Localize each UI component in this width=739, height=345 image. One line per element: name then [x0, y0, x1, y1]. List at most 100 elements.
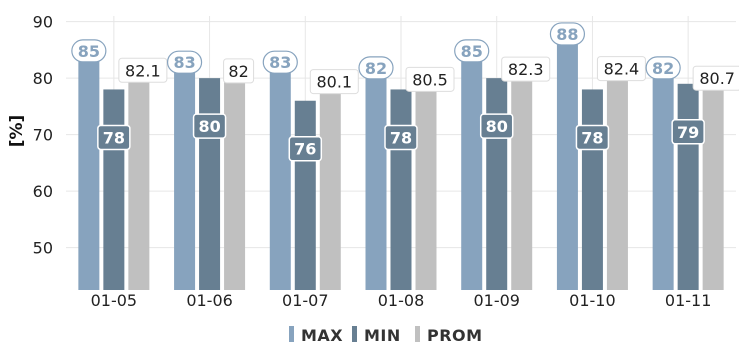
bar-max-01-06	[174, 61, 196, 290]
data-label-text: 82	[652, 59, 674, 78]
y-tick-label: 50	[33, 239, 53, 258]
y-axis: 50 60 70 80 90	[33, 13, 53, 258]
data-label-box	[671, 119, 705, 145]
data-label-text: 85	[78, 42, 100, 61]
data-label-box	[645, 56, 681, 80]
legend-label: PROM	[427, 326, 483, 345]
legend-item-max: MAX	[289, 326, 343, 345]
bar-prom-01-05	[128, 66, 150, 290]
x-tick-label: 01-11	[665, 291, 712, 310]
data-label-text: 83	[269, 53, 291, 72]
legend-swatch	[352, 326, 357, 342]
x-axis: 01-05 01-06 01-07 01-08 01-09 01-10 01-11	[91, 291, 712, 310]
data-label-max: 85	[71, 39, 107, 63]
data-label-box	[262, 50, 298, 74]
x-tick-label: 01-07	[282, 291, 329, 310]
bar-min-01-08	[390, 89, 412, 290]
bar-max-01-10	[556, 32, 578, 290]
data-label-box	[223, 58, 255, 84]
data-label-text: 80.1	[316, 73, 352, 92]
data-label-max: 83	[262, 50, 298, 74]
legend-swatch	[415, 326, 420, 342]
y-axis-title: [%]	[7, 115, 27, 148]
data-label-box	[358, 56, 394, 80]
data-label-box	[692, 65, 739, 91]
data-label-prom: 82	[223, 58, 255, 84]
data-label-box	[384, 124, 418, 151]
data-label-text: 78	[581, 128, 603, 147]
bar-min-01-06	[199, 78, 221, 290]
data-label-min: 79	[671, 119, 705, 145]
bar-max-01-05	[78, 49, 100, 290]
data-label-box	[118, 57, 168, 83]
bar-prom-01-08	[415, 75, 437, 291]
bar-min-01-05	[103, 89, 125, 290]
data-label-box	[479, 113, 514, 139]
legend-label: MIN	[364, 326, 401, 345]
data-label-max: 88	[549, 22, 586, 46]
x-tick-label: 01-10	[569, 291, 616, 310]
data-label-max: 82	[358, 56, 394, 80]
data-label-text: 82	[228, 62, 248, 81]
data-labels: 85 78 82.1 83 80 82 83 76 80.1 82 78 80.5 85 80 82.3 88…	[71, 22, 739, 162]
data-label-box	[192, 113, 227, 139]
data-label-max: 83	[166, 50, 203, 74]
data-label-text: 88	[556, 25, 578, 44]
data-label-min: 78	[384, 124, 418, 151]
bar-min-01-09	[486, 78, 508, 290]
bar-min-01-07	[294, 100, 316, 290]
y-tick-label: 60	[33, 182, 53, 201]
data-label-text: 82.4	[604, 60, 640, 79]
data-label-box	[596, 56, 646, 82]
bar-prom-01-06	[224, 66, 246, 290]
data-label-text: 82.1	[125, 61, 161, 80]
legend: MAX MIN PROM	[289, 326, 483, 345]
legend-item-prom: PROM	[415, 326, 483, 345]
data-label-min: 76	[288, 135, 323, 162]
x-tick-label: 01-08	[378, 291, 425, 310]
data-label-text: 80	[198, 117, 220, 136]
data-label-prom: 80.7	[692, 65, 739, 91]
data-label-box	[309, 69, 359, 95]
legend-label: MAX	[301, 326, 343, 345]
data-label-box	[575, 124, 610, 151]
data-label-min: 78	[97, 124, 131, 151]
y-tick-label: 90	[33, 13, 53, 32]
data-label-text: 76	[294, 140, 316, 159]
data-label-prom: 82.4	[596, 56, 646, 82]
bar-prom-01-09	[511, 65, 533, 290]
data-label-text: 78	[103, 128, 125, 147]
bar-max-01-11	[652, 66, 674, 290]
bar-max-01-07	[269, 61, 291, 290]
data-label-text: 82.3	[508, 60, 544, 79]
data-label-box	[288, 135, 323, 162]
data-label-text: 80.7	[699, 69, 735, 88]
x-tick-label: 01-09	[473, 291, 520, 310]
data-label-box	[71, 39, 107, 63]
data-label-text: 80.5	[412, 70, 448, 89]
bar-min-01-10	[581, 89, 603, 290]
legend-item-min: MIN	[352, 326, 401, 345]
data-label-box	[166, 50, 203, 74]
data-label-box	[454, 39, 490, 63]
bar-prom-01-07	[319, 77, 341, 291]
data-label-prom: 82.3	[501, 56, 551, 82]
x-tick-label: 01-05	[91, 291, 138, 310]
bar-prom-01-10	[606, 64, 628, 290]
bar-min-01-11	[677, 83, 699, 290]
data-label-text: 85	[461, 42, 483, 61]
data-label-text: 78	[390, 128, 412, 147]
y-tick-label: 80	[33, 69, 53, 88]
data-label-max: 85	[454, 39, 490, 63]
y-tick-label: 70	[33, 126, 53, 145]
data-label-prom: 80.5	[405, 66, 455, 92]
x-tick-label: 01-06	[186, 291, 233, 310]
data-label-box	[97, 124, 131, 151]
bar-max-01-09	[461, 49, 483, 290]
data-label-text: 80	[486, 117, 508, 136]
data-label-max: 82	[645, 56, 681, 80]
data-label-text: 82	[365, 59, 387, 78]
data-label-box	[405, 66, 455, 92]
data-label-box	[501, 56, 551, 82]
